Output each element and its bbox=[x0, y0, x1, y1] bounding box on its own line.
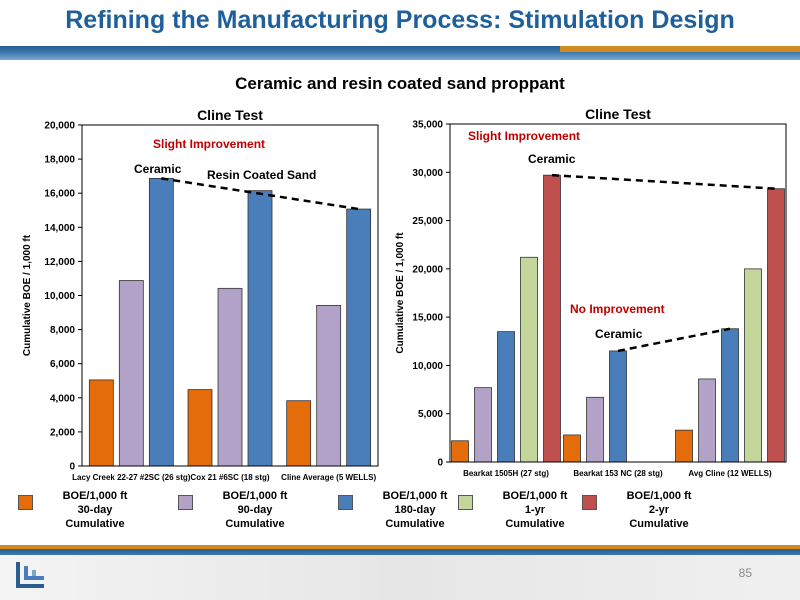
bar bbox=[88, 379, 114, 467]
y-tick-label: 10,000 bbox=[412, 361, 443, 372]
y-tick-label: 35,000 bbox=[412, 120, 443, 131]
y-tick-label: 2,000 bbox=[50, 427, 75, 438]
y-tick-label: 0 bbox=[69, 462, 75, 473]
legend-label-line: 2-yr bbox=[648, 504, 670, 516]
y-tick-label: 6,000 bbox=[50, 359, 75, 370]
legend-label-line: Cumulative bbox=[505, 518, 565, 530]
bar bbox=[520, 256, 538, 463]
y-axis-label: Cumulative BOE / 1,000 ft bbox=[22, 234, 33, 356]
y-tick-label: 4,000 bbox=[50, 393, 75, 404]
legend-swatch-90day bbox=[178, 495, 193, 510]
legend-label-line: BOE/1,000 ft bbox=[382, 490, 448, 502]
bar bbox=[609, 350, 627, 463]
y-tick-label: 10,000 bbox=[44, 291, 75, 302]
legend-label-line: 30-day bbox=[77, 504, 113, 516]
bar bbox=[543, 174, 561, 463]
annotation-resin-coated-sand: Resin Coated Sand bbox=[207, 168, 316, 182]
annotation-slight-improvement: Slight Improvement bbox=[153, 137, 265, 151]
y-tick-label: 30,000 bbox=[412, 168, 443, 179]
right-bar-chart: Cline Test 0 5,000 10,000 15,000 20,000 25,000… bbox=[395, 106, 787, 478]
trend-dashed-line bbox=[551, 173, 777, 190]
y-tick-label: 14,000 bbox=[44, 223, 75, 234]
x-category-label: Cox 21 #6SC (18 stg) bbox=[190, 473, 269, 482]
company-logo-icon bbox=[16, 562, 44, 588]
bar bbox=[698, 378, 716, 463]
legend-swatch-2yr bbox=[582, 495, 597, 510]
legend-label-90day: BOE/1,000 ft 90-day Cumulative bbox=[200, 489, 310, 531]
x-category-label: Bearkat 153 NC (28 stg) bbox=[573, 469, 663, 478]
y-tick-label: 15,000 bbox=[412, 313, 443, 324]
plot-border bbox=[449, 123, 787, 463]
annotation-no-improvement: No Improvement bbox=[570, 302, 665, 316]
y-tick-label: 18,000 bbox=[44, 155, 75, 166]
legend-swatch-180day bbox=[338, 495, 353, 510]
bar bbox=[316, 304, 342, 467]
annotation-slight-improvement: Slight Improvement bbox=[468, 129, 580, 143]
x-category-label: Bearkat 1505H (27 stg) bbox=[463, 469, 549, 478]
x-category-label: Lacy Creek 22-27 #2SC (26 stg) bbox=[72, 473, 191, 482]
legend-label-line: Cumulative bbox=[629, 518, 689, 530]
bar bbox=[744, 268, 762, 463]
y-tick-label: 8,000 bbox=[50, 325, 75, 336]
legend-label-line: BOE/1,000 ft bbox=[502, 490, 568, 502]
bar bbox=[721, 328, 739, 463]
y-tick-label: 16,000 bbox=[44, 189, 75, 200]
bar bbox=[586, 396, 604, 463]
page-number: 85 bbox=[738, 566, 752, 580]
y-tick-label: 25,000 bbox=[412, 216, 443, 227]
legend-label-30day: BOE/1,000 ft 30-day Cumulative bbox=[40, 489, 150, 531]
chart-title: Cline Test bbox=[585, 106, 651, 122]
footer-divider-bar bbox=[0, 545, 800, 555]
legend-label-180day: BOE/1,000 ft 180-day Cumulative bbox=[360, 489, 470, 531]
bar bbox=[187, 389, 213, 467]
legend-label-line: Cumulative bbox=[385, 518, 445, 530]
legend-label-2yr: BOE/1,000 ft 2-yr Cumulative bbox=[604, 489, 714, 531]
legend-label-line: 90-day bbox=[237, 504, 273, 516]
legend-label-line: 1-yr bbox=[524, 504, 546, 516]
bar bbox=[474, 387, 492, 463]
x-category-label: Avg Cline (12 WELLS) bbox=[688, 469, 772, 478]
bar bbox=[563, 434, 581, 463]
page-subtitle: Ceramic and resin coated sand proppant bbox=[235, 74, 565, 93]
legend-label-1yr: BOE/1,000 ft 1-yr Cumulative bbox=[480, 489, 590, 531]
legend-label-line: BOE/1,000 ft bbox=[222, 490, 288, 502]
legend-label-line: BOE/1,000 ft bbox=[62, 490, 128, 502]
footer-background bbox=[0, 555, 800, 600]
y-tick-label: 20,000 bbox=[412, 264, 443, 275]
bar bbox=[497, 331, 515, 463]
legend-label-line: Cumulative bbox=[65, 518, 125, 530]
title-divider-accent bbox=[560, 46, 800, 52]
y-tick-label: 12,000 bbox=[44, 257, 75, 268]
chart-legend: BOE/1,000 ft 30-day Cumulative BOE/1,000 f… bbox=[0, 489, 800, 539]
left-bar-chart: Cline Test 0 2,000 4,000 6,000 8,000 10,000 12,… bbox=[22, 107, 379, 482]
plot-border bbox=[81, 124, 379, 467]
trend-dashed-line bbox=[161, 177, 359, 211]
bar bbox=[118, 280, 144, 467]
y-tick-label: 5,000 bbox=[418, 409, 443, 420]
legend-label-line: BOE/1,000 ft bbox=[626, 490, 692, 502]
bar bbox=[247, 190, 273, 467]
bar bbox=[451, 440, 469, 463]
bar bbox=[217, 287, 243, 467]
legend-label-line: 180-day bbox=[394, 504, 436, 516]
bar bbox=[148, 177, 174, 467]
bar bbox=[767, 188, 785, 463]
page-title: Refining the Manufacturing Process: Stim… bbox=[65, 6, 735, 34]
annotation-ceramic: Ceramic bbox=[134, 162, 182, 176]
y-axis-label: Cumulative BOE / 1,000 ft bbox=[395, 232, 406, 354]
y-tick-label: 20,000 bbox=[44, 121, 75, 132]
bar bbox=[346, 208, 372, 467]
x-category-label: Cline Average (5 WELLS) bbox=[281, 473, 376, 482]
legend-label-line: Cumulative bbox=[225, 518, 285, 530]
annotation-ceramic: Ceramic bbox=[528, 152, 576, 166]
bar bbox=[675, 429, 693, 463]
y-tick-label: 0 bbox=[437, 458, 443, 469]
annotation-ceramic-2: Ceramic bbox=[595, 327, 643, 341]
chart-title: Cline Test bbox=[197, 107, 263, 123]
bar bbox=[286, 400, 312, 467]
legend-swatch-1yr bbox=[458, 495, 473, 510]
legend-swatch-30day bbox=[18, 495, 33, 510]
